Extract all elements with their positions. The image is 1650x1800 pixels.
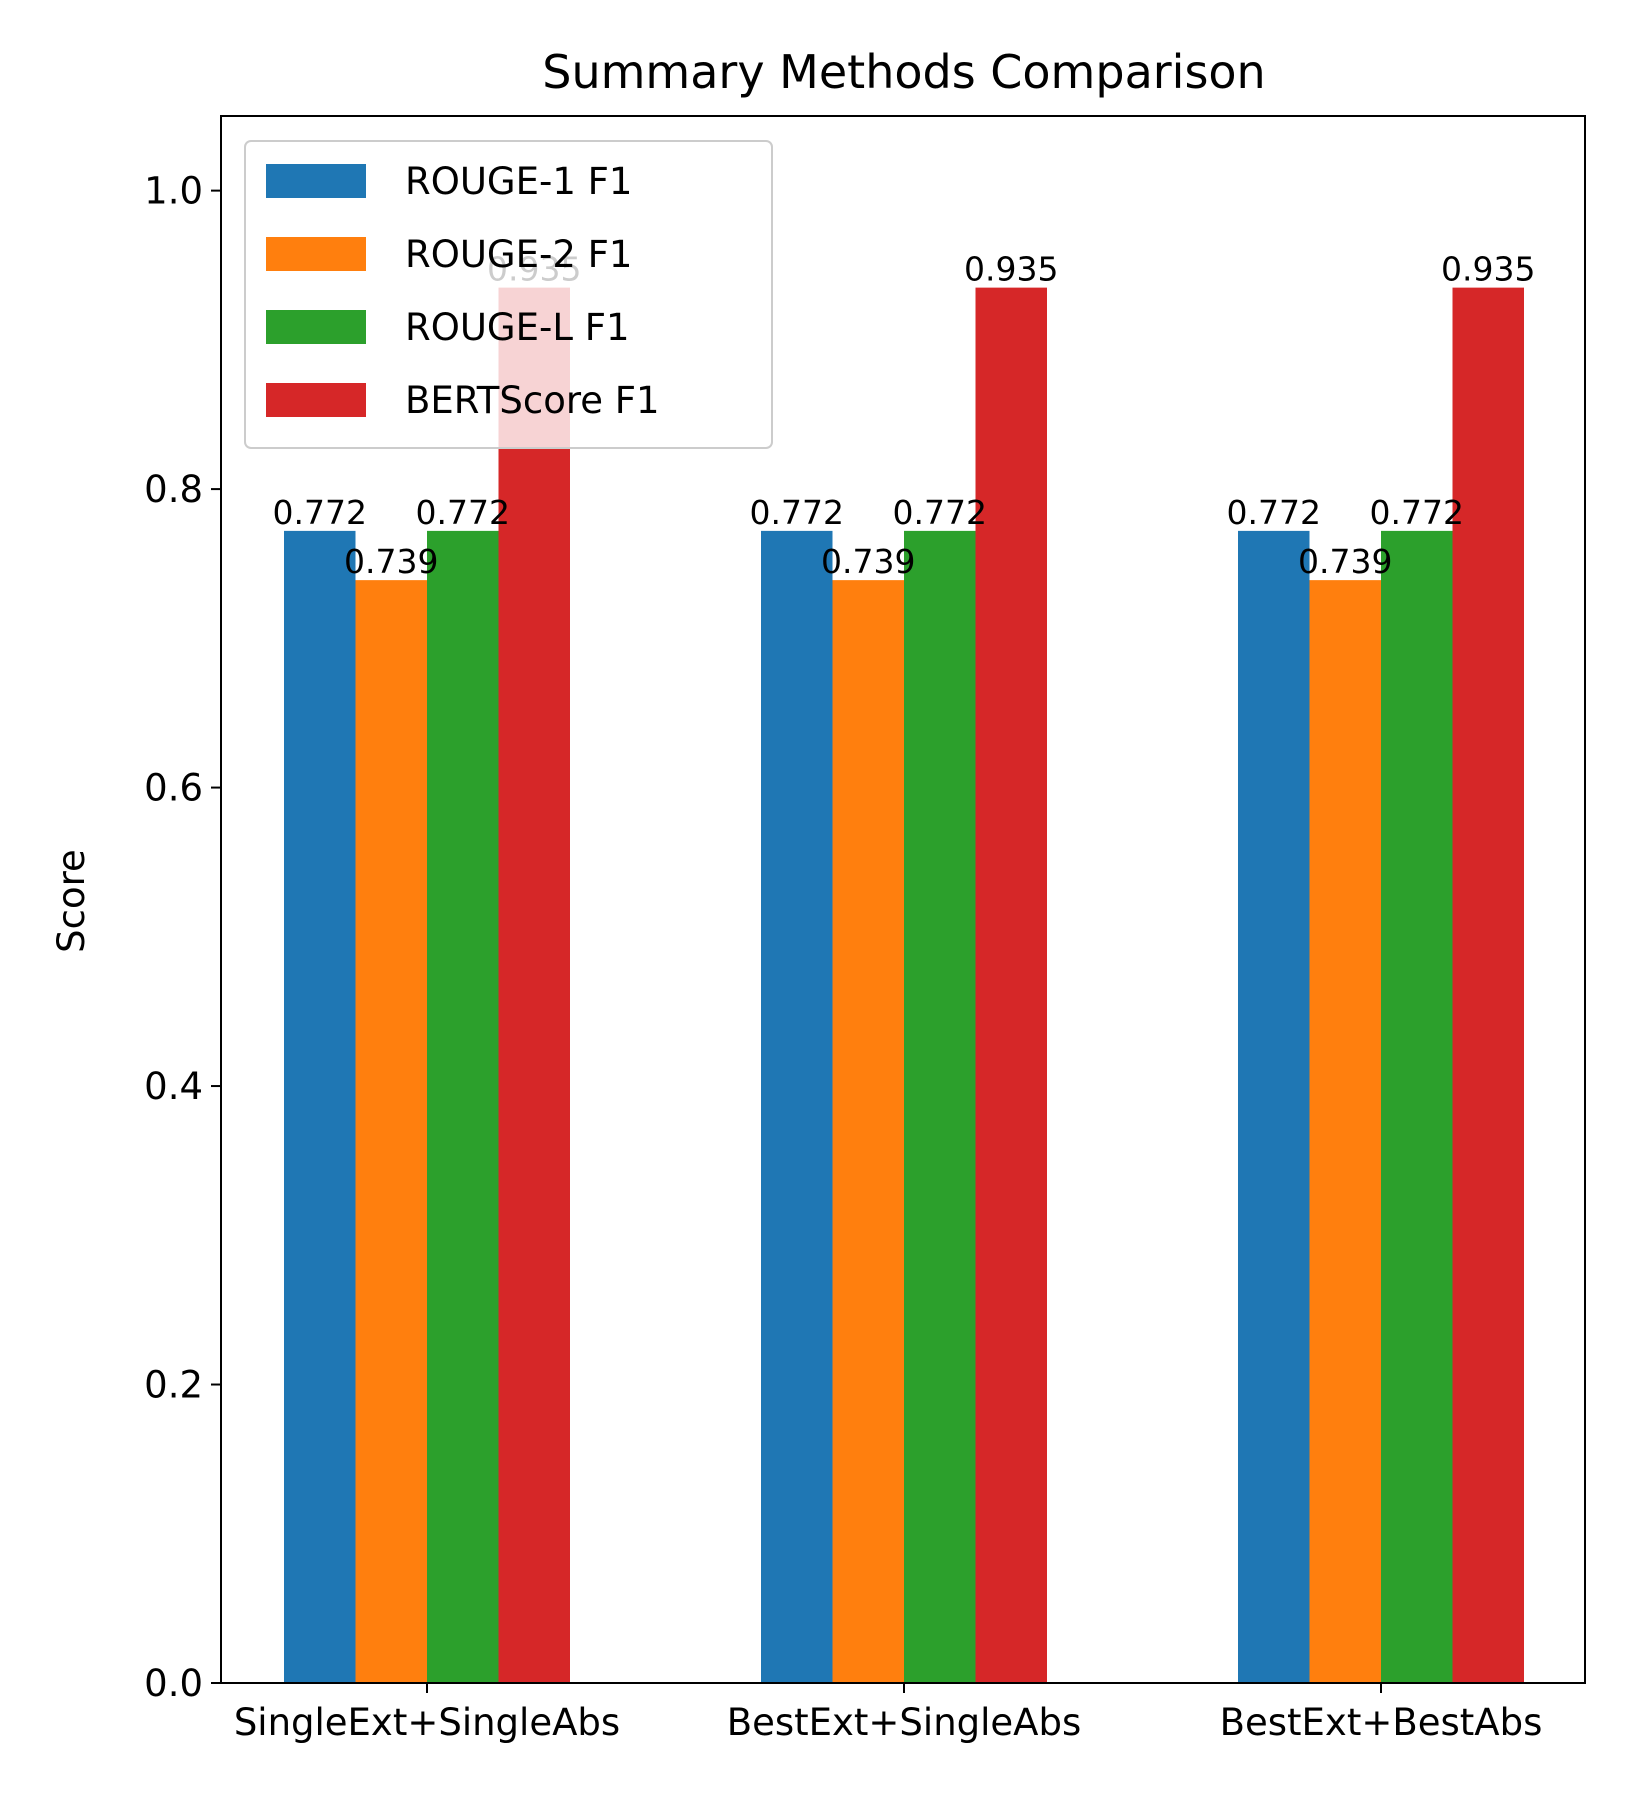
- bar-2-series-2: [832, 580, 904, 1683]
- data-label-2-series-1: 0.772: [750, 493, 844, 532]
- data-label-3-series-3: 0.772: [1370, 493, 1464, 532]
- data-label-3-series-1: 0.772: [1227, 493, 1321, 532]
- y-tick-label: 1.0: [144, 170, 203, 213]
- legend-label-3: ROUGE-L F1: [405, 306, 630, 349]
- data-label-2-series-3: 0.772: [893, 493, 987, 532]
- data-label-2-series-2: 0.739: [821, 542, 915, 581]
- bar-2-series-4: [975, 287, 1047, 1684]
- y-axis-label: Score: [50, 849, 93, 953]
- legend-label-4: BERTScore F1: [405, 379, 660, 422]
- bar-3-series-4: [1452, 287, 1524, 1684]
- legend-box: [244, 140, 773, 449]
- legend-swatch-4: [266, 383, 366, 417]
- data-label-1-series-2: 0.739: [344, 542, 438, 581]
- legend: ROUGE-1 F1 ROUGE-2 F1 ROUGE-L F1 BERTScore …: [244, 140, 773, 449]
- x-tick-label: BestExt+SingleAbs: [727, 1701, 1082, 1744]
- x-tick-label: BestExt+BestAbs: [1220, 1701, 1543, 1744]
- legend-swatch-1: [266, 164, 366, 198]
- data-label-3-series-4: 0.935: [1441, 250, 1535, 289]
- bar-3-series-3: [1381, 530, 1453, 1684]
- bar-1-series-3: [427, 530, 499, 1684]
- x-tick-label: SingleExt+SingleAbs: [234, 1701, 620, 1744]
- y-tick-label: 0.0: [144, 1662, 203, 1705]
- bars-layer: [284, 287, 1524, 1684]
- y-tick-label: 0.4: [144, 1065, 203, 1108]
- bar-1-series-1: [284, 530, 356, 1684]
- y-tick-label: 0.6: [144, 767, 203, 810]
- axes-layer: 0.0 0.2 0.4 0.6 0.8 1.0 SingleExt+SingleAbs Bes…: [144, 115, 1586, 1744]
- y-tick-label: 0.2: [144, 1364, 203, 1407]
- bar-1-series-2: [355, 580, 427, 1683]
- chart-title: Summary Methods Comparison: [542, 45, 1265, 99]
- bar-2-series-1: [761, 530, 833, 1684]
- data-label-1-series-1: 0.772: [273, 493, 367, 532]
- data-label-2-series-4: 0.935: [964, 250, 1058, 289]
- legend-label-1: ROUGE-1 F1: [405, 160, 632, 203]
- data-label-1-series-3: 0.772: [416, 493, 510, 532]
- legend-swatch-3: [266, 310, 366, 344]
- data-label-3-series-2: 0.739: [1298, 542, 1392, 581]
- bar-3-series-1: [1238, 530, 1310, 1684]
- y-tick-label: 0.8: [144, 468, 203, 511]
- bar-2-series-3: [904, 530, 976, 1684]
- bar-3-series-2: [1309, 580, 1381, 1683]
- bar-1-series-4: [498, 287, 570, 1684]
- legend-label-2: ROUGE-2 F1: [405, 233, 632, 276]
- legend-swatch-2: [266, 237, 366, 271]
